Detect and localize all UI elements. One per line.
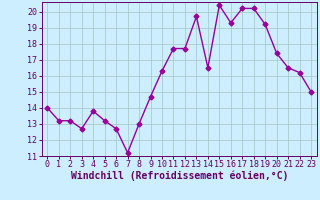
X-axis label: Windchill (Refroidissement éolien,°C): Windchill (Refroidissement éolien,°C): [70, 171, 288, 181]
